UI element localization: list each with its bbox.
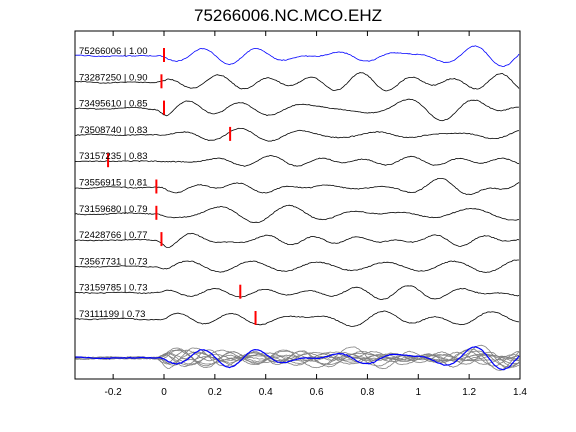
labels-layer: 75266006 | 1.00 73287250 | 0.90 73495610 |… [79, 46, 148, 320]
trace-label-0: 75266006 | 1.00 [79, 46, 148, 57]
trace-label-10: 73111199 | 0.73 [79, 309, 145, 320]
trace-label-8: 73567731 | 0.73 [79, 256, 148, 267]
stack-reference-trace [74, 346, 520, 371]
trace-label-7: 72428766 | 0.77 [79, 230, 148, 241]
trace-label-5: 73556915 | 0.81 [79, 178, 148, 189]
trace-label-3: 73508740 | 0.83 [79, 125, 148, 136]
trace-5 [74, 178, 520, 196]
trace-9 [74, 285, 520, 301]
traces-layer [74, 45, 520, 327]
trace-label-1: 73287250 | 0.90 [79, 72, 148, 83]
x-tick-label-1: 0 [161, 387, 167, 398]
x-tick-label-2: 0.2 [208, 387, 222, 398]
stack-layer [74, 344, 520, 371]
trace-label-2: 73495610 | 0.85 [79, 99, 148, 110]
trace-0 [74, 45, 520, 67]
picks-layer [107, 48, 257, 325]
trace-label-4: 73157235 | 0.83 [79, 151, 148, 162]
stack-trace-10 [74, 349, 519, 367]
trace-4 [74, 155, 520, 167]
trace-8 [74, 259, 519, 273]
trace-7 [74, 232, 520, 248]
x-tick-label-0: -0.2 [105, 387, 123, 398]
trace-6 [74, 204, 520, 224]
x-tick-label-8: 1.4 [513, 387, 527, 398]
x-tick-label-5: 0.8 [360, 387, 374, 398]
x-tick-label-4: 0.6 [310, 387, 324, 398]
trace-3 [74, 127, 520, 142]
chart-title: 75266006.NC.MCO.EHZ [193, 6, 383, 25]
plot-frame [74, 30, 521, 380]
trace-label-6: 73159680 | 0.79 [79, 204, 148, 215]
trace-1 [74, 72, 520, 92]
trace-10 [74, 310, 520, 327]
x-tick-label-6: 1 [416, 387, 422, 398]
x-axis: -0.2 0 0.2 0.4 0.6 0.8 1 1.2 1.4 [105, 31, 527, 398]
trace-label-9: 73159785 | 0.73 [79, 283, 148, 294]
x-tick-label-3: 0.4 [259, 387, 273, 398]
trace-2 [74, 98, 520, 122]
x-tick-label-7: 1.2 [462, 387, 476, 398]
